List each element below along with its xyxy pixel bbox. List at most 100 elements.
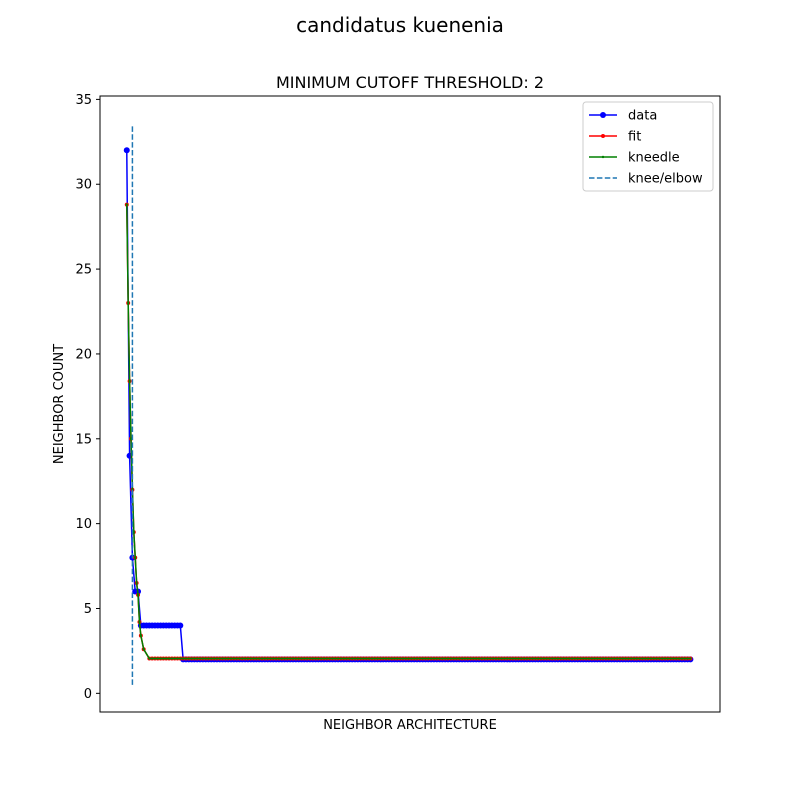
series-kneedle-point [215, 657, 219, 660]
legend-label-data: data [628, 109, 657, 124]
legend-marker-fit [601, 134, 605, 138]
legend-label-kneedle: kneedle [628, 151, 680, 166]
series-kneedle-point [289, 657, 292, 660]
series-kneedle-point [345, 657, 348, 660]
y-axis-ticks: 0 5 10 15 20 25 30 35 [75, 93, 100, 702]
series-kneedle-point [587, 657, 591, 660]
series-kneedle-point [455, 657, 458, 660]
series-kneedle-point [652, 657, 655, 660]
series-kneedle-point [534, 657, 537, 660]
y-tick-label: 35 [75, 93, 92, 108]
series-kneedle-point [646, 657, 650, 660]
y-tick-label: 30 [75, 178, 92, 193]
series-kneedle-point [176, 657, 179, 660]
y-axis-label: NEIGHBOR COUNT [52, 344, 67, 464]
series-kneedle-point [390, 657, 393, 660]
series-kneedle-point [686, 657, 689, 660]
series-kneedle-point [401, 657, 405, 660]
series-kneedle-point [356, 657, 360, 660]
series-data-markers [123, 147, 694, 663]
series-kneedle-point [196, 657, 199, 660]
series-kneedle-point [322, 657, 326, 660]
series-kneedle-point [303, 657, 306, 660]
series-kneedle-point [129, 437, 133, 440]
y-tick-label: 5 [84, 602, 92, 617]
series-kneedle-point [167, 657, 171, 660]
series-kneedle-point [404, 657, 407, 660]
series-kneedle-point [165, 657, 168, 660]
series-kneedle-point [666, 657, 670, 660]
series-kneedle-point [126, 301, 130, 305]
series-kneedle-point [424, 657, 427, 660]
series-kneedle-point [325, 657, 329, 660]
series-kneedle-point [579, 657, 582, 660]
series-kneedle-point [444, 657, 447, 660]
series-kneedle-point [630, 657, 633, 660]
series-kneedle-point [480, 657, 484, 660]
series-kneedle-point [449, 657, 453, 660]
series-kneedle-point [610, 657, 613, 660]
series-kneedle-point [351, 657, 354, 660]
series-kneedle-point [241, 657, 244, 660]
series-kneedle-point [663, 657, 667, 660]
series-kneedle-point [125, 203, 128, 206]
series-kneedle-point [458, 657, 461, 660]
series-kneedle-point [460, 657, 464, 660]
series-kneedle-point [559, 657, 562, 660]
series-kneedle-point [522, 657, 526, 660]
series-kneedle-point [497, 657, 500, 660]
series-kneedle-point [410, 657, 413, 660]
series-kneedle-point [353, 657, 357, 660]
series-kneedle-point [373, 657, 376, 660]
series-kneedle-point [272, 657, 275, 660]
series-kneedle-point [624, 657, 627, 660]
series-kneedle-point [503, 657, 506, 660]
series-kneedle-point [336, 657, 340, 660]
legend: data fit kneedle knee/elbow [582, 101, 714, 192]
series-kneedle-markers [125, 203, 692, 660]
axes-frame [99, 95, 721, 713]
plot-area [123, 124, 694, 685]
series-kneedle-point [680, 657, 684, 660]
series-kneedle-point [613, 657, 616, 660]
series-kneedle-point [638, 657, 641, 660]
series-kneedle-point [181, 657, 185, 660]
series-kneedle-point [551, 657, 554, 660]
series-kneedle-point [266, 657, 269, 660]
y-tick-label: 25 [75, 263, 92, 278]
series-kneedle-point [308, 657, 312, 660]
series-kneedle-point [632, 657, 636, 660]
series-kneedle-point [334, 657, 337, 660]
series-kneedle-point [198, 657, 202, 660]
series-kneedle-point [187, 657, 190, 660]
series-kneedle-point [297, 657, 300, 660]
series-kneedle-point [224, 657, 227, 660]
legend-label-knee-elbow: knee/elbow [628, 172, 703, 187]
series-kneedle-point [511, 657, 515, 660]
series-kneedle-point [517, 657, 520, 660]
series-kneedle-point [153, 657, 157, 660]
series-data-point [177, 622, 184, 629]
y-tick-label: 10 [75, 517, 92, 532]
series-kneedle-point [607, 657, 610, 660]
series-kneedle-point [644, 657, 647, 660]
series-kneedle-point [669, 657, 672, 660]
figure-suptitle: candidatus kuenenia [296, 13, 504, 37]
series-kneedle-point [601, 657, 605, 660]
series-kneedle-point [466, 657, 469, 660]
series-kneedle-point [689, 657, 692, 660]
series-kneedle-point [528, 657, 531, 660]
series-kneedle-line [126, 204, 691, 660]
series-kneedle-point [170, 657, 174, 660]
series-kneedle-point [618, 657, 622, 660]
series-kneedle-point [649, 657, 653, 660]
series-kneedle-point [438, 657, 441, 660]
series-kneedle-point [359, 657, 362, 660]
series-kneedle-point [562, 657, 565, 660]
series-kneedle-point [294, 657, 298, 660]
series-kneedle-point [173, 657, 176, 660]
series-kneedle-point [367, 657, 371, 660]
series-kneedle-point [387, 657, 391, 660]
series-kneedle-point [500, 657, 503, 660]
